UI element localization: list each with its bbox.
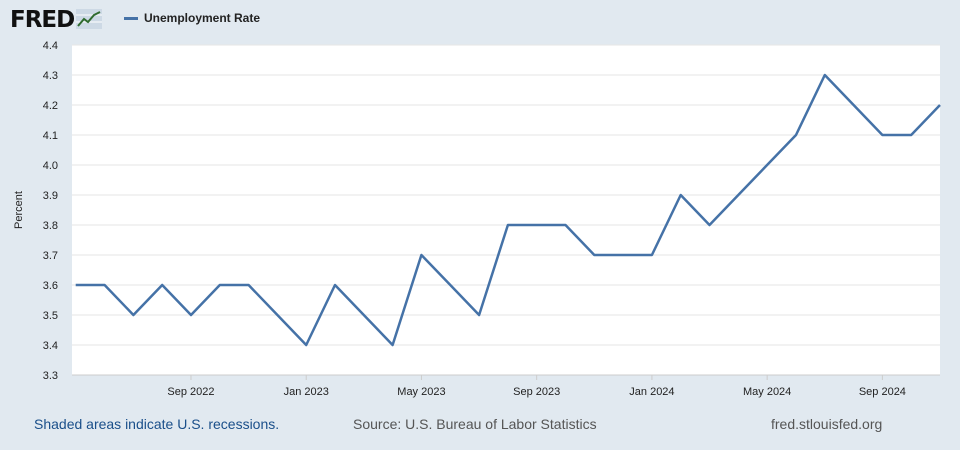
x-tick-label: Jan 2023 <box>284 386 329 398</box>
y-tick-label: 4.4 <box>43 40 58 52</box>
y-tick-label: 3.6 <box>43 280 58 292</box>
source-text: Source: U.S. Bureau of Labor Statistics <box>353 416 597 432</box>
series-group <box>75 73 941 347</box>
x-tick-label: Jan 2024 <box>629 386 674 398</box>
y-tick-label: 3.7 <box>43 250 58 262</box>
chart-footer: Shaded areas indicate U.S. recessions. S… <box>0 416 960 436</box>
y-tick-label: 3.8 <box>43 220 58 232</box>
y-tick-label: 4.1 <box>43 130 58 142</box>
logo-text: FRED <box>10 7 75 33</box>
legend-label: Unemployment Rate <box>144 11 261 25</box>
y-tick-label: 3.9 <box>43 190 58 202</box>
y-tick-label: 4.0 <box>43 160 58 172</box>
y-tick-label: 3.4 <box>43 340 58 352</box>
x-tick-label: Sep 2023 <box>513 386 560 398</box>
legend-swatch <box>124 16 138 20</box>
y-tick-label: 3.5 <box>43 310 58 322</box>
recession-note-link[interactable]: Shaded areas indicate U.S. recessions. <box>34 416 280 432</box>
y-tick-label: 4.3 <box>43 70 58 82</box>
y-axis-label: Percent <box>13 191 25 229</box>
y-tick-label: 3.3 <box>43 370 58 382</box>
y-tick-label: 4.2 <box>43 100 58 112</box>
y-axis: 3.3 3.4 3.5 3.6 3.7 3.8 3.9 4.0 4.1 4.2 4.3 4.4 <box>43 40 58 382</box>
x-tick-label: May 2023 <box>397 386 445 398</box>
trend-line-icon <box>76 9 103 29</box>
x-tick-label: Sep 2024 <box>859 386 906 398</box>
x-axis: Sep 2022 Jan 2023 May 2023 Sep 2023 Jan 2024… <box>72 374 940 398</box>
series-line-unemployment-rate[interactable] <box>75 73 941 347</box>
x-tick-label: Sep 2022 <box>167 386 214 398</box>
chart-header: FRED Unemployment Rate <box>0 0 960 40</box>
fred-logo[interactable]: FRED <box>10 6 103 34</box>
chart-legend[interactable]: Unemployment Rate <box>124 11 260 25</box>
plot-area <box>72 45 940 375</box>
x-tick-label: May 2024 <box>743 386 791 398</box>
site-link[interactable]: fred.stlouisfed.org <box>771 416 883 432</box>
